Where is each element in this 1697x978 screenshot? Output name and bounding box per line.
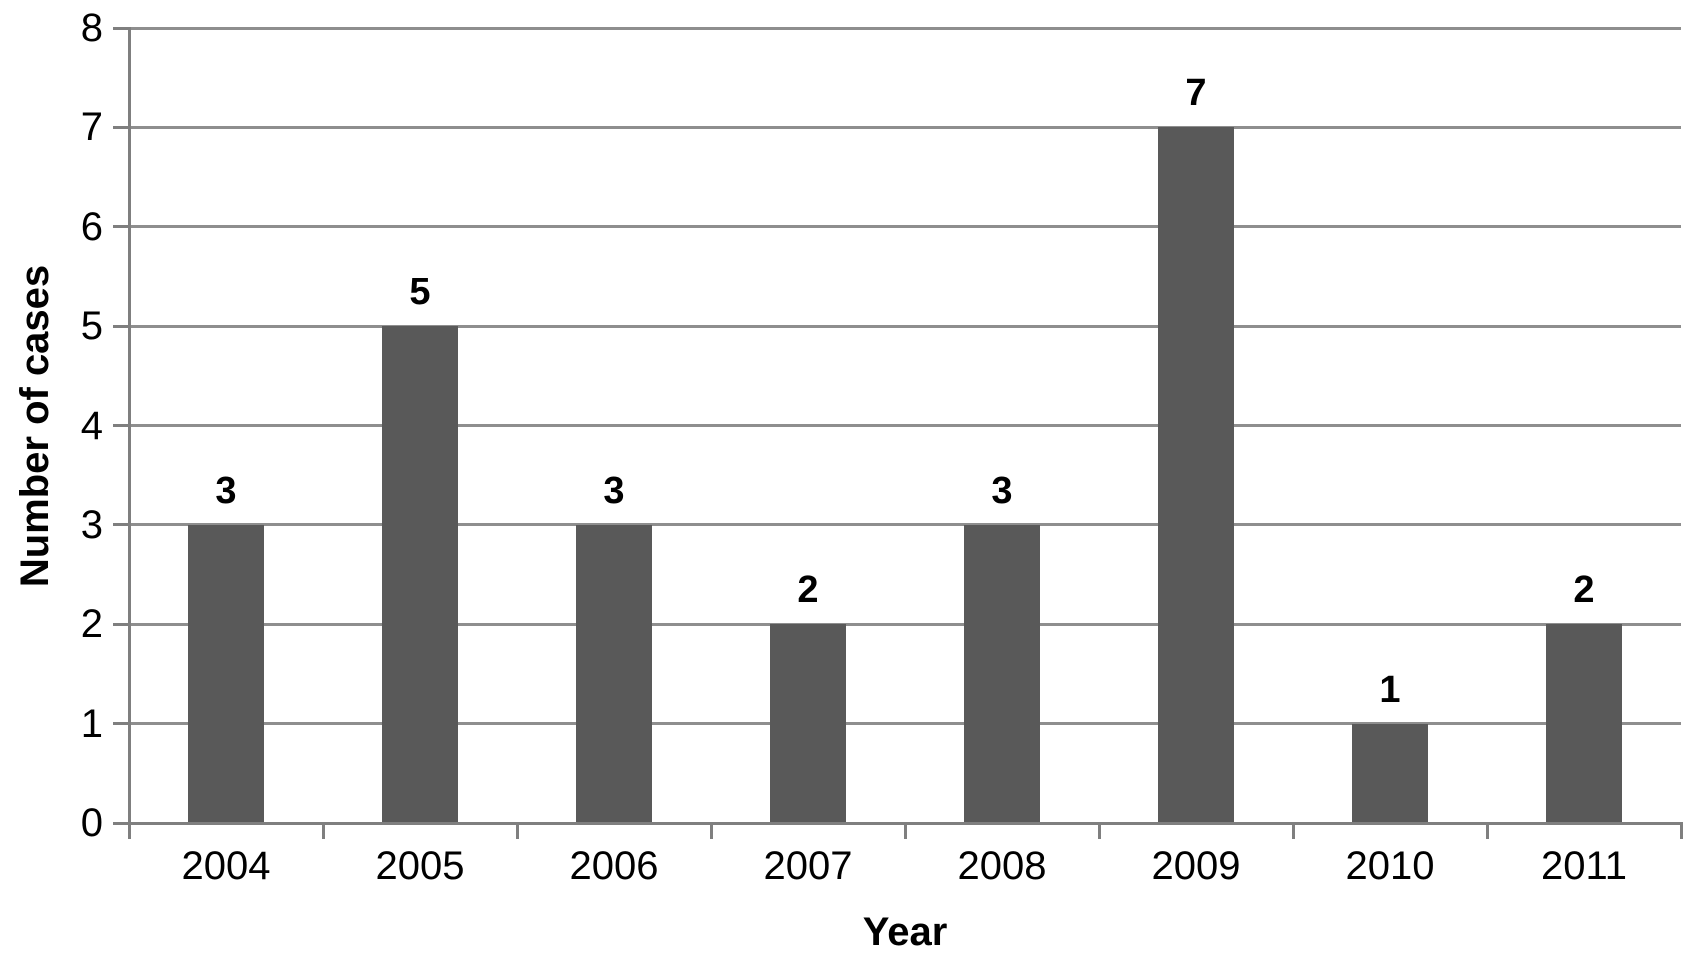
gridline bbox=[129, 424, 1681, 427]
bar-data-label: 3 bbox=[603, 469, 625, 512]
bar bbox=[1546, 624, 1622, 823]
x-tick-label: 2006 bbox=[569, 844, 659, 888]
x-tick-label: 2011 bbox=[1540, 844, 1627, 888]
x-tick-label: 2004 bbox=[181, 844, 271, 888]
x-tick-mark bbox=[1291, 823, 1295, 839]
y-tick-label: 4 bbox=[80, 403, 103, 448]
x-tick-label: 2009 bbox=[1151, 844, 1241, 888]
x-tick-mark bbox=[127, 823, 131, 839]
gridline bbox=[129, 125, 1681, 129]
bar bbox=[1158, 127, 1234, 823]
y-tick-mark bbox=[113, 622, 129, 626]
gridline bbox=[129, 722, 1681, 726]
y-tick-mark bbox=[113, 821, 129, 825]
bar-data-label: 1 bbox=[1379, 668, 1401, 711]
y-tick-mark bbox=[113, 225, 129, 229]
bar-data-label: 2 bbox=[797, 569, 819, 612]
x-tick-label: 2007 bbox=[763, 844, 853, 888]
bar-data-label: 5 bbox=[409, 271, 431, 314]
y-tick-label: 8 bbox=[80, 6, 103, 50]
y-tick-label: 0 bbox=[80, 801, 103, 845]
gridline bbox=[129, 324, 1681, 328]
y-tick-mark bbox=[113, 722, 129, 726]
gridline bbox=[129, 225, 1681, 229]
y-tick-label: 5 bbox=[80, 304, 103, 349]
x-tick-mark bbox=[321, 823, 325, 839]
bar bbox=[382, 326, 458, 823]
x-tick-mark bbox=[515, 823, 519, 839]
y-tick-label: 3 bbox=[80, 502, 103, 547]
bar bbox=[576, 524, 652, 823]
bar bbox=[964, 524, 1040, 823]
bar bbox=[770, 624, 846, 823]
y-tick-mark bbox=[113, 26, 129, 30]
bar-data-label: 3 bbox=[991, 469, 1013, 512]
x-tick-mark bbox=[1679, 823, 1683, 839]
y-tick-mark bbox=[113, 125, 129, 129]
y-tick-mark bbox=[113, 324, 129, 328]
x-tick-mark bbox=[1097, 823, 1101, 839]
y-tick-label: 6 bbox=[80, 204, 103, 249]
x-tick-label: 2010 bbox=[1345, 844, 1435, 888]
gridline bbox=[129, 622, 1681, 626]
y-axis-line bbox=[127, 26, 131, 825]
y-tick-mark bbox=[113, 424, 129, 427]
x-tick-mark bbox=[903, 823, 907, 839]
y-tick-label: 1 bbox=[80, 701, 103, 746]
x-tick-mark bbox=[1485, 823, 1489, 839]
x-axis-title: Year bbox=[862, 910, 948, 954]
y-tick-label: 2 bbox=[80, 602, 103, 647]
x-tick-label: 2005 bbox=[375, 844, 465, 888]
x-tick-mark bbox=[709, 823, 713, 839]
bar bbox=[188, 524, 264, 823]
bar-data-label: 7 bbox=[1185, 72, 1207, 115]
gridline bbox=[129, 523, 1681, 527]
x-tick-label: 2008 bbox=[957, 844, 1047, 888]
bar bbox=[1352, 723, 1428, 823]
gridline bbox=[129, 26, 1681, 30]
bar-data-label: 3 bbox=[215, 469, 237, 512]
bar-data-label: 2 bbox=[1573, 569, 1595, 612]
y-tick-mark bbox=[113, 523, 129, 527]
y-tick-label: 7 bbox=[80, 105, 103, 150]
